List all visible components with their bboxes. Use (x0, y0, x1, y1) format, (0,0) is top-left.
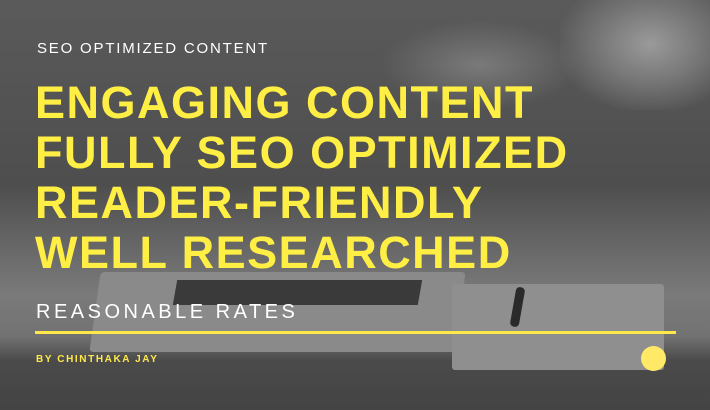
tagline: REASONABLE RATES (36, 301, 299, 323)
headline-line: WELL RESEARCHED (35, 227, 512, 278)
headline-line: READER-FRIENDLY (35, 177, 484, 228)
decorative-dot (641, 346, 666, 371)
background-photo-blur (380, 20, 580, 110)
divider (35, 331, 676, 334)
headline-line: FULLY SEO OPTIMIZED (35, 127, 569, 178)
author: BY CHINTHAKA JAY (36, 354, 159, 365)
headline: ENGAGING CONTENT FULLY SEO OPTIMIZED REA… (35, 78, 569, 278)
background-photo-blur (560, 0, 710, 110)
headline-line: ENGAGING CONTENT (35, 77, 535, 128)
notebook-image (452, 284, 664, 370)
subtitle: SEO OPTIMIZED CONTENT (37, 40, 269, 57)
